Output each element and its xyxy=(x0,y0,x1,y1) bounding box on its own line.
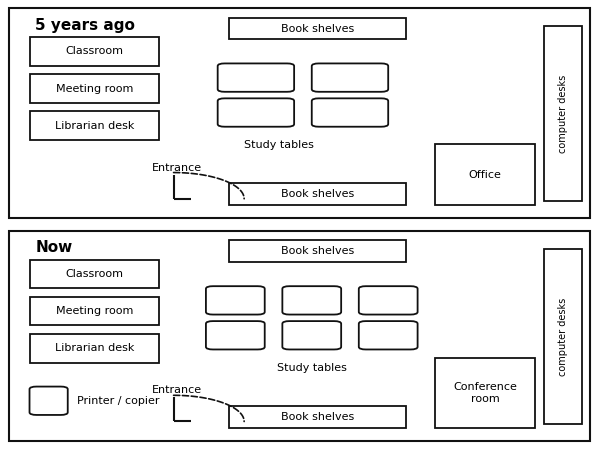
Text: Printer / copier: Printer / copier xyxy=(77,396,159,406)
FancyBboxPatch shape xyxy=(359,321,418,350)
FancyBboxPatch shape xyxy=(218,63,294,92)
Text: Book shelves: Book shelves xyxy=(281,246,354,256)
FancyBboxPatch shape xyxy=(359,286,418,315)
Text: Book shelves: Book shelves xyxy=(281,189,354,199)
Bar xyxy=(544,249,582,424)
Bar xyxy=(229,18,406,40)
Bar xyxy=(544,26,582,201)
Text: Classroom: Classroom xyxy=(65,269,123,279)
FancyBboxPatch shape xyxy=(218,99,294,127)
Text: Meeting room: Meeting room xyxy=(56,306,133,316)
Bar xyxy=(29,297,159,325)
FancyBboxPatch shape xyxy=(206,321,265,350)
FancyBboxPatch shape xyxy=(312,99,388,127)
Bar xyxy=(29,334,159,363)
Bar xyxy=(435,358,535,428)
FancyBboxPatch shape xyxy=(206,286,265,315)
Text: computer desks: computer desks xyxy=(558,297,568,375)
Text: Book shelves: Book shelves xyxy=(281,23,354,33)
Text: Study tables: Study tables xyxy=(277,363,347,373)
Text: Entrance: Entrance xyxy=(151,162,202,172)
Text: 5 years ago: 5 years ago xyxy=(35,18,135,32)
Text: Classroom: Classroom xyxy=(65,46,123,56)
Bar xyxy=(229,240,406,262)
Text: Book shelves: Book shelves xyxy=(281,412,354,422)
Text: Study tables: Study tables xyxy=(244,140,314,150)
Bar xyxy=(29,74,159,103)
Bar xyxy=(435,144,535,205)
Bar xyxy=(29,37,159,66)
FancyBboxPatch shape xyxy=(29,387,68,415)
Bar xyxy=(29,260,159,288)
Bar xyxy=(29,112,159,140)
Bar xyxy=(229,406,406,428)
FancyBboxPatch shape xyxy=(312,63,388,92)
FancyBboxPatch shape xyxy=(283,286,341,315)
Text: Entrance: Entrance xyxy=(151,385,202,395)
Text: computer desks: computer desks xyxy=(558,75,568,153)
Text: Now: Now xyxy=(35,240,73,255)
Text: Conference
room: Conference room xyxy=(453,382,517,404)
Text: Librarian desk: Librarian desk xyxy=(55,121,134,130)
Bar xyxy=(229,184,406,205)
FancyBboxPatch shape xyxy=(283,321,341,350)
Text: Meeting room: Meeting room xyxy=(56,84,133,94)
Text: Office: Office xyxy=(469,170,502,180)
Text: Librarian desk: Librarian desk xyxy=(55,343,134,353)
